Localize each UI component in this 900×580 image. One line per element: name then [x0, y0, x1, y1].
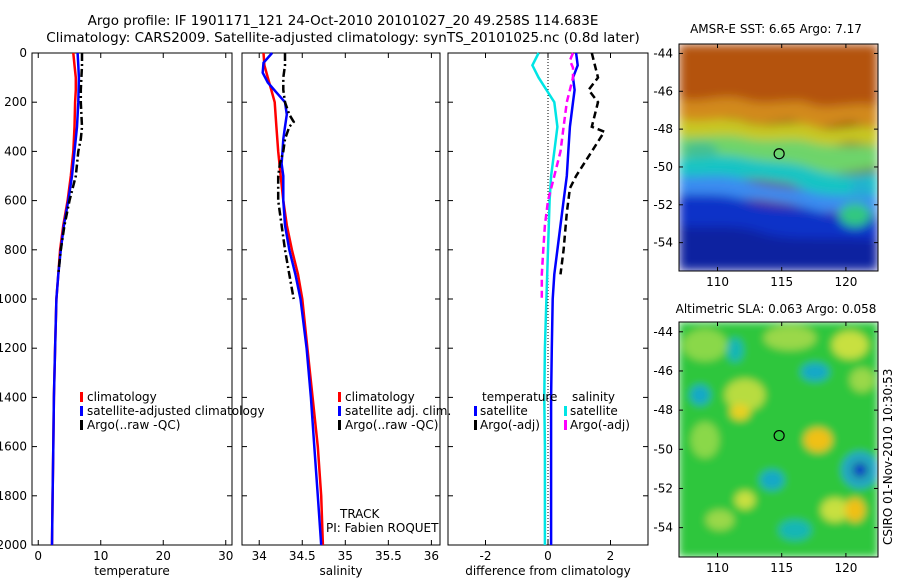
legend-heading: temperature	[482, 390, 557, 404]
sla-map-title: Altimetric SLA: 0.063 Argo: 0.058	[676, 302, 877, 316]
map-x-tick-label: 120	[834, 561, 857, 575]
map-x-tick-label: 115	[770, 275, 793, 289]
x-tick-label: 35.5	[375, 549, 402, 563]
legend-label: Argo(..raw -QC)	[87, 418, 180, 432]
legend-swatch	[80, 406, 83, 416]
x-tick-label: 30	[218, 549, 233, 563]
salinity-profile-panel: 34 34.5 35 35.5 36 salinity climatologysatelli…	[241, 52, 451, 578]
legend-label: Argo(..raw -QC)	[345, 418, 438, 432]
figure-title-line2: Climatology: CARS2009. Satellite-adjuste…	[46, 30, 639, 46]
legend-label: Argo(-adj)	[570, 418, 630, 432]
sla-map-frame	[678, 321, 879, 558]
temperature-profile-panel: 0 10 20 30 temperature 0 200 400 600 800 1000 1200 1…	[0, 46, 265, 578]
legend-swatch	[564, 420, 567, 430]
y-tick-label: 1600	[0, 440, 27, 454]
legend-label: satellite-adjusted climatology	[87, 404, 265, 418]
sla-heatmap	[679, 322, 878, 557]
x-tick-label: -2	[480, 549, 492, 563]
y-tick-label: 200	[4, 95, 27, 109]
legend-swatch	[338, 406, 341, 416]
map-y-tick-label: -52	[653, 481, 673, 495]
series-line	[549, 52, 579, 545]
sst-map-axes: 110 115 120 -44 -46 -48 -50 -52 -54	[653, 44, 878, 289]
map-y-tick-label: -50	[653, 160, 673, 174]
x-tick-label: 10	[93, 549, 108, 563]
series-line	[540, 52, 575, 299]
x-axis-label: difference from climatology	[465, 564, 631, 578]
y-tick-label: 0	[19, 46, 27, 60]
y-tick-label: 400	[4, 144, 27, 158]
series-line	[531, 52, 559, 545]
y-tick-label: 600	[4, 194, 27, 208]
map-x-tick-label: 120	[834, 275, 857, 289]
y-tick-label: 800	[4, 243, 27, 257]
y-tick-label: 2000	[0, 538, 27, 552]
argo-location-marker	[773, 429, 785, 442]
sst-map-title: AMSR-E SST: 6.65 Argo: 7.17	[690, 22, 862, 36]
series-line	[559, 52, 607, 275]
legend-label: climatology	[345, 390, 415, 404]
argo-location-marker	[773, 148, 785, 160]
legend-label: satellite adj. clim.	[345, 404, 451, 418]
map-y-tick-label: -54	[653, 521, 673, 535]
map-y-tick-label: -46	[653, 84, 673, 98]
map-y-tick-label: -48	[653, 122, 673, 136]
map-y-tick-label: -52	[653, 198, 673, 212]
legend-swatch	[474, 420, 477, 430]
map-y-tick-label: -44	[653, 325, 673, 339]
map-y-tick-label: -48	[653, 403, 673, 417]
track-label: TRACK	[339, 507, 381, 521]
y-tick-label: 1400	[0, 390, 27, 404]
series-line	[261, 52, 323, 546]
figure-title-line1: Argo profile: IF 1901171_121 24-Oct-2010…	[88, 13, 599, 29]
axes-frame	[31, 52, 233, 546]
legend-label: climatology	[87, 390, 157, 404]
legend-swatch	[474, 406, 477, 416]
x-tick-label: 0	[34, 549, 42, 563]
x-axis-label: temperature	[94, 564, 169, 578]
x-axis-label: salinity	[319, 564, 362, 578]
sst-map-frame	[678, 43, 879, 272]
legend-label: satellite	[480, 404, 528, 418]
legend-heading: salinity	[572, 390, 615, 404]
sla-map-axes: 110 115 120 -44 -46 -48 -50 -52 -54	[653, 322, 878, 575]
axes-frame	[241, 52, 441, 546]
map-x-tick-label: 115	[770, 561, 793, 575]
legend-swatch	[80, 420, 83, 430]
legend-swatch	[338, 392, 341, 402]
y-tick-label: 1800	[0, 489, 27, 503]
series-line	[276, 53, 296, 300]
map-x-tick-label: 110	[706, 275, 729, 289]
y-tick-label: 1000	[0, 292, 27, 306]
legend-swatch	[80, 392, 83, 402]
map-x-tick-label: 110	[706, 561, 729, 575]
x-tick-label: 0	[544, 549, 552, 563]
legend-swatch	[338, 420, 341, 430]
map-y-tick-label: -54	[653, 236, 673, 250]
map-y-tick-label: -44	[653, 46, 673, 60]
legend-label: Argo(-adj)	[480, 418, 540, 432]
side-timestamp-label: CSIRO 01-Nov-2010 10:30:53	[881, 369, 895, 545]
pi-label: PI: Fabien ROQUET	[326, 521, 439, 535]
sst-heatmap	[679, 44, 878, 271]
series-line	[57, 53, 84, 275]
map-y-tick-label: -50	[653, 442, 673, 456]
y-tick-label: 1200	[0, 341, 27, 355]
x-tick-label: 34.5	[289, 549, 316, 563]
x-tick-label: 35	[338, 549, 353, 563]
map-y-tick-label: -46	[653, 364, 673, 378]
legend-swatch	[564, 406, 567, 416]
x-tick-label: 20	[156, 549, 171, 563]
x-tick-label: 34	[252, 549, 267, 563]
series-line	[50, 52, 81, 546]
x-tick-label: 36	[424, 549, 439, 563]
x-tick-label: 2	[607, 549, 615, 563]
legend-label: satellite	[570, 404, 618, 418]
